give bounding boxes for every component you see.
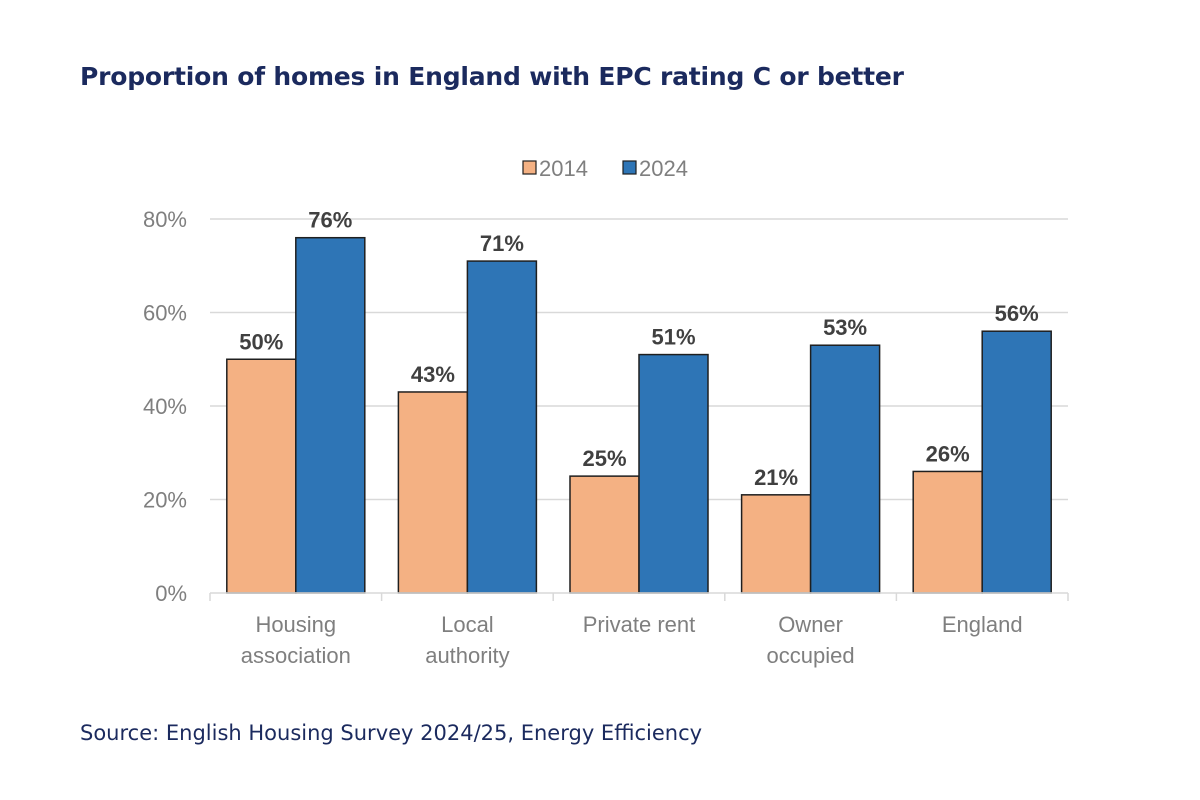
bar-2014 — [912, 470, 983, 594]
bars — [226, 236, 1052, 594]
y-tick-label: 60% — [143, 301, 187, 326]
bar-2024 — [466, 260, 538, 594]
legend-swatch-2014 — [522, 160, 537, 175]
data-label-2024: 76% — [308, 208, 352, 233]
data-labels: 50% 43% 25% 21% 26% 76% 71% 51% 53% 56% — [239, 208, 1038, 490]
x-category-label: England — [942, 612, 1023, 637]
bar-2014 — [226, 358, 297, 594]
y-axis: 0% 20% 40% 60% 80% — [143, 207, 187, 606]
y-tick-label: 40% — [143, 394, 187, 419]
data-label-2014: 43% — [411, 362, 455, 387]
x-category-label: Local authority — [425, 612, 509, 668]
legend-swatch-2024 — [622, 160, 637, 175]
x-category-label-line: association — [241, 643, 351, 668]
data-label-2024: 56% — [995, 301, 1039, 326]
x-category-label-line: occupied — [767, 643, 855, 668]
y-tick-label: 20% — [143, 488, 187, 513]
source-note: Source: English Housing Survey 2024/25, … — [80, 721, 703, 745]
data-label-2014: 26% — [926, 441, 970, 466]
x-category-label: Private rent — [583, 612, 696, 637]
y-tick-label: 80% — [143, 207, 187, 232]
data-label-2014: 21% — [754, 465, 798, 490]
data-label-2024: 51% — [651, 325, 695, 350]
x-category-label-line: Owner — [778, 612, 843, 637]
x-category-label: Owner occupied — [767, 612, 855, 668]
legend-label-2024: 2024 — [639, 156, 688, 181]
y-tick-label: 0% — [155, 581, 187, 606]
chart-title: Proportion of homes in England with EPC … — [80, 62, 904, 91]
bar-2024 — [981, 330, 1052, 594]
data-label-2024: 71% — [480, 231, 524, 256]
bar-2024 — [809, 344, 881, 594]
bar-2024 — [638, 353, 709, 594]
x-category-label-line: England — [942, 612, 1023, 637]
x-axis: Housing association Local authority Private … — [209, 592, 1069, 668]
bar-2014 — [397, 391, 469, 594]
legend-label-2014: 2014 — [539, 156, 588, 181]
bar-2014 — [569, 475, 640, 594]
x-category-label-line: Housing — [255, 612, 336, 637]
x-category-label: Housing association — [241, 612, 351, 668]
data-label-2024: 53% — [823, 315, 867, 340]
data-label-2014: 50% — [239, 329, 283, 354]
x-category-label-line: authority — [425, 643, 509, 668]
x-category-label-line: Local — [441, 612, 494, 637]
bar-2024 — [295, 236, 366, 594]
x-category-label-line: Private rent — [583, 612, 696, 637]
data-label-2014: 25% — [582, 446, 626, 471]
legend: 2014 2024 — [522, 156, 688, 181]
bar-2014 — [740, 494, 812, 594]
